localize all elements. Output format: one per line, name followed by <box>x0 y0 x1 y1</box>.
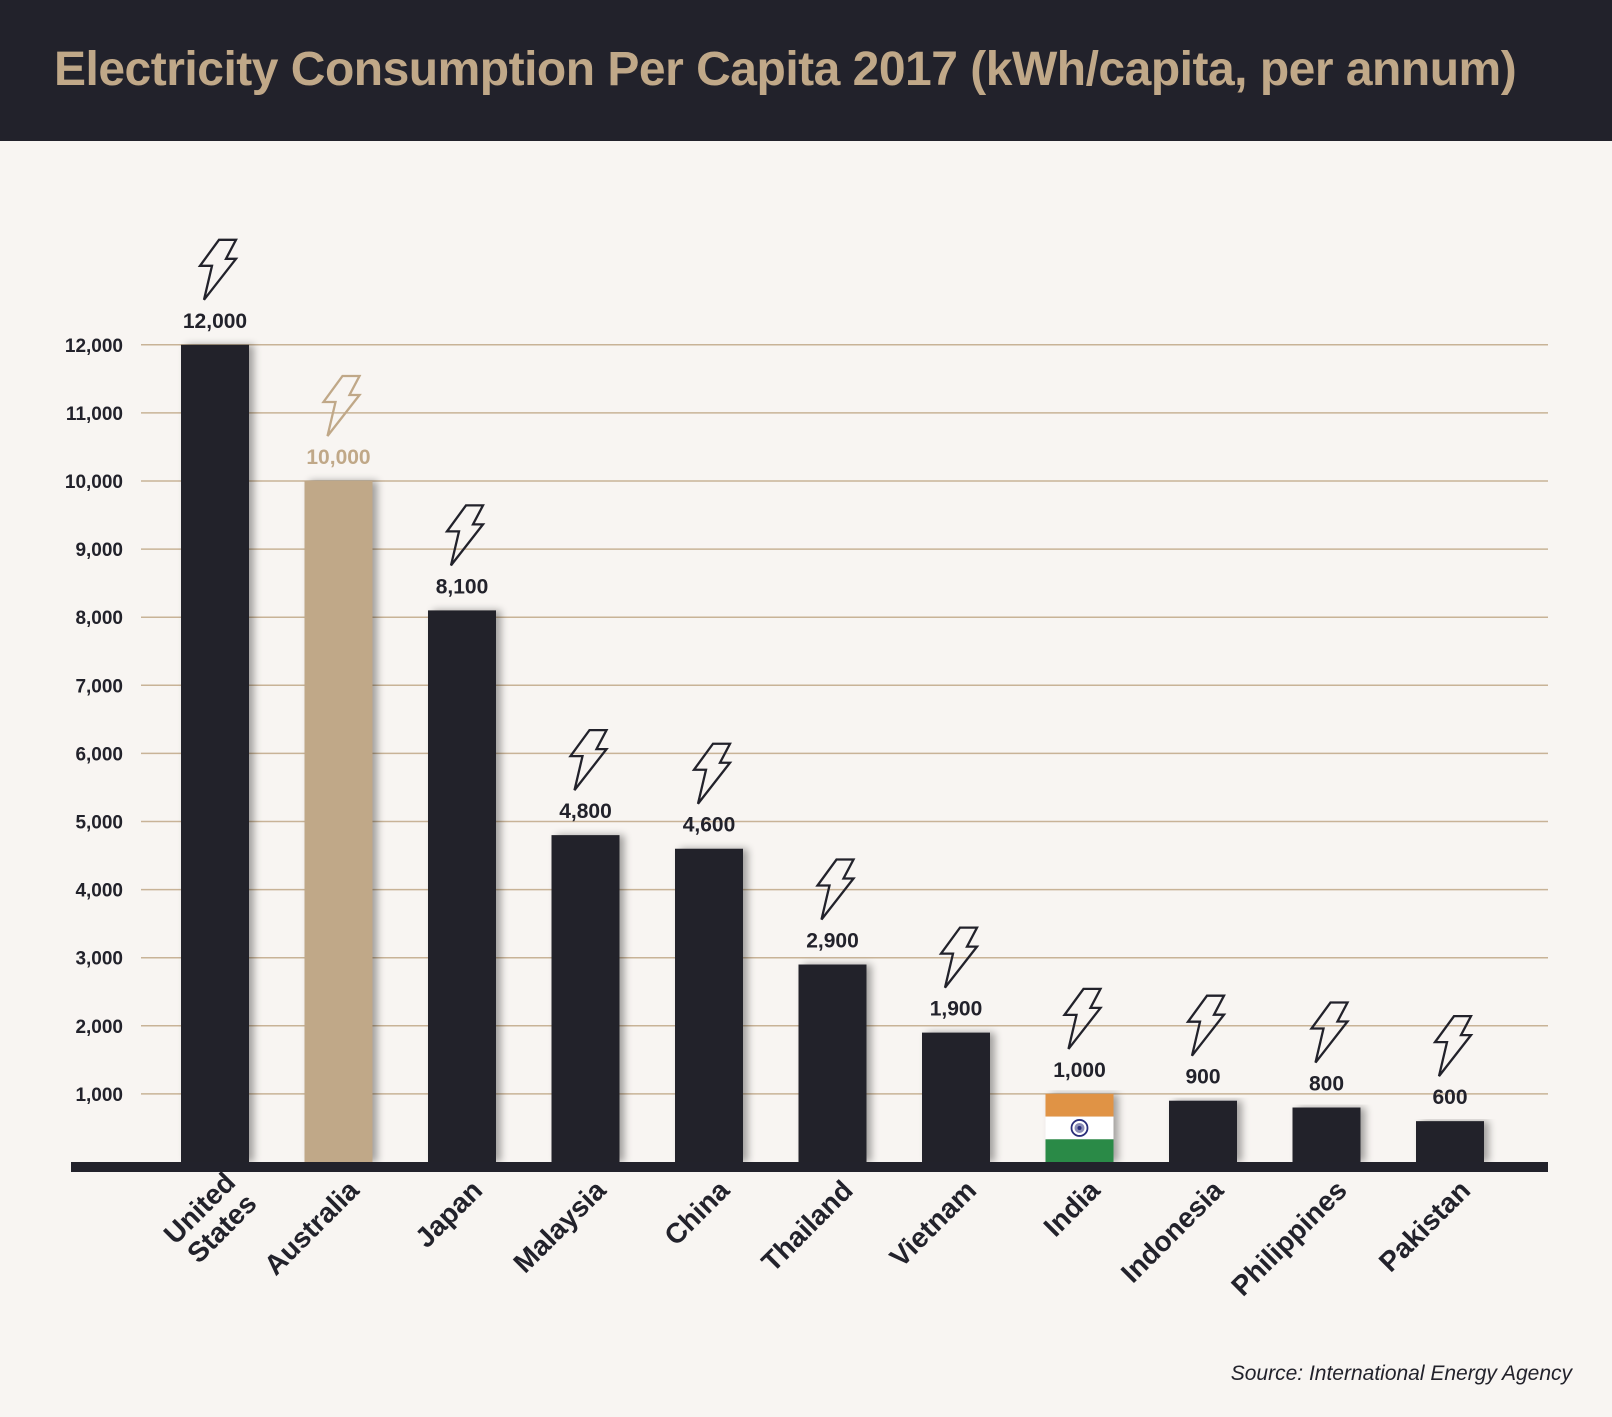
value-label: 900 <box>1185 1066 1220 1089</box>
bar <box>798 964 867 1162</box>
bar <box>304 481 373 1162</box>
bar <box>428 610 496 1162</box>
x-tick-label: Vietnam <box>884 1174 983 1273</box>
x-tick-label: Indonesia <box>1115 1174 1230 1289</box>
ashoka-chakra-icon <box>1070 1119 1089 1137</box>
y-tick-label: 8,000 <box>75 608 123 629</box>
lightning-icons <box>197 238 1474 1077</box>
flag-green-stripe <box>1045 1139 1114 1162</box>
lightning-bolt-icon <box>691 742 733 805</box>
bar <box>1292 1107 1361 1162</box>
value-label: 8,100 <box>436 575 489 598</box>
lightning-bolt-icon <box>321 374 362 437</box>
y-axis-labels: 1,000 2,000 3,000 4,000 5,000 6,000 7,000 8,000… <box>65 336 123 1106</box>
flag-saffron-stripe <box>1045 1093 1114 1117</box>
source-note: Source: International Energy Agency <box>1230 1362 1572 1385</box>
lightning-bolt-icon <box>1185 994 1227 1057</box>
y-tick-label: 7,000 <box>75 676 123 697</box>
x-tick-label: Thailand <box>755 1174 858 1277</box>
gridlines <box>141 344 1548 1095</box>
lightning-bolt-icon <box>444 504 486 567</box>
x-tick-label: Australia <box>258 1174 365 1281</box>
value-label: 10,000 <box>306 446 370 469</box>
value-label: 1,900 <box>930 998 983 1021</box>
x-tick-label: Japan <box>409 1174 488 1253</box>
x-tick-label: Philippines <box>1225 1174 1353 1302</box>
bar <box>1169 1100 1237 1162</box>
header-banner: Electricity Consumption Per Capita 2017 … <box>0 0 1612 141</box>
x-axis-baseline <box>71 1162 1548 1172</box>
bars <box>181 344 1484 1162</box>
lightning-bolt-icon <box>197 238 239 301</box>
x-tick-label: Pakistan <box>1373 1174 1476 1277</box>
chart-title: Electricity Consumption Per Capita 2017 … <box>54 43 1517 96</box>
y-tick-label: 10,000 <box>65 472 123 493</box>
bar-india-flag <box>1045 1093 1114 1162</box>
bar <box>551 835 620 1162</box>
lightning-bolt-icon <box>1309 1001 1350 1064</box>
bar <box>1416 1121 1484 1162</box>
lightning-bolt-icon <box>568 728 609 791</box>
bar <box>922 1032 990 1162</box>
x-tick-label: UnitedStates <box>158 1166 263 1271</box>
value-label: 1,000 <box>1053 1059 1106 1082</box>
lightning-bolt-icon <box>1432 1014 1474 1077</box>
value-label: 4,600 <box>683 814 736 837</box>
y-tick-label: 1,000 <box>75 1085 123 1106</box>
y-tick-label: 11,000 <box>66 404 123 425</box>
y-tick-label: 2,000 <box>75 1017 123 1038</box>
y-tick-label: 12,000 <box>65 336 123 357</box>
y-tick-label: 4,000 <box>75 881 123 902</box>
y-tick-label: 9,000 <box>75 540 123 561</box>
lightning-bolt-icon <box>938 926 980 989</box>
lightning-bolt-icon <box>1062 987 1103 1050</box>
bar <box>675 848 743 1162</box>
value-labels: 12,000 10,000 8,100 4,800 4,600 2,900 1,900 1,0… <box>183 310 1468 1109</box>
value-label: 800 <box>1309 1073 1344 1096</box>
lightning-bolt-icon <box>815 858 856 921</box>
value-label: 4,800 <box>559 800 612 823</box>
value-label: 600 <box>1432 1086 1467 1109</box>
value-label: 12,000 <box>183 310 247 333</box>
y-tick-label: 5,000 <box>75 813 123 834</box>
y-tick-label: 3,000 <box>75 949 123 970</box>
x-tick-label: India <box>1038 1174 1106 1242</box>
y-tick-label: 6,000 <box>75 744 123 765</box>
x-tick-label: China <box>658 1174 735 1251</box>
x-tick-label: Malaysia <box>507 1174 612 1279</box>
bar <box>181 344 249 1162</box>
value-label: 2,900 <box>806 930 859 953</box>
